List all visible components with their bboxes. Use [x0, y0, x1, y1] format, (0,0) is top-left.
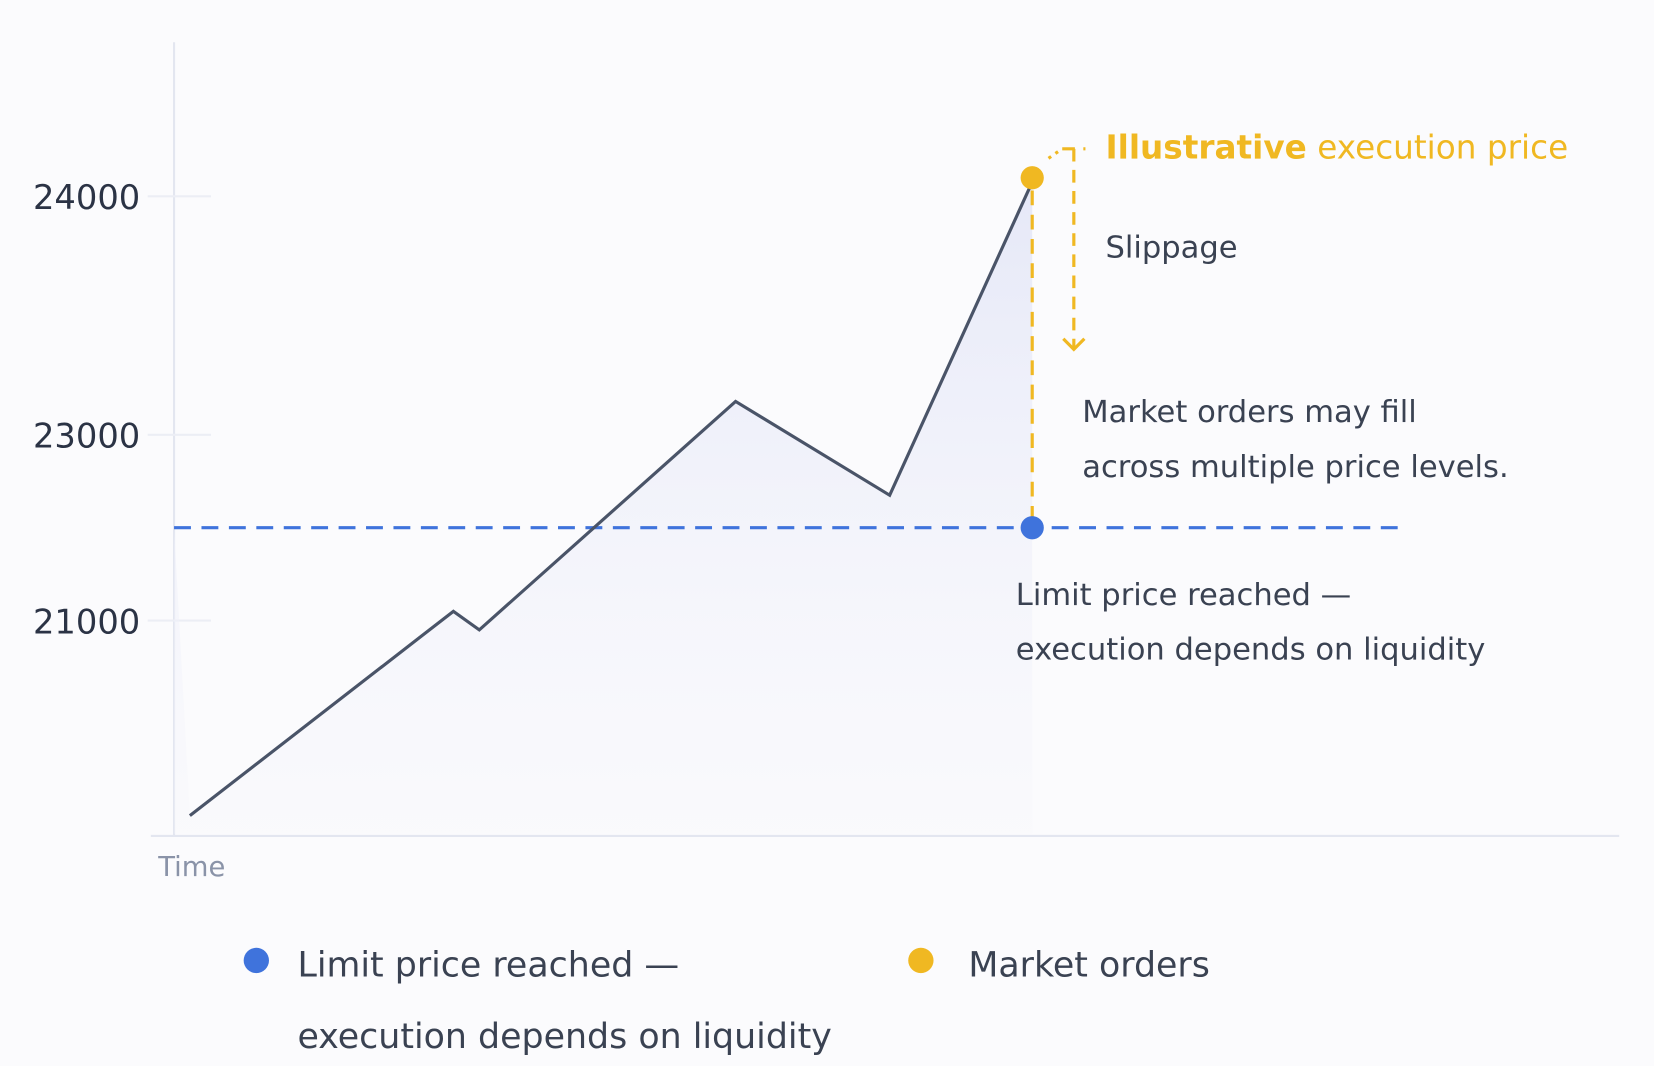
market-orders-note-1: Market orders may fill — [1082, 395, 1417, 430]
slippage-label: Slippage — [1105, 231, 1237, 266]
limit-price-point — [1020, 516, 1044, 540]
legend-market-label: Market orders — [968, 945, 1210, 985]
y-tick-label: 23000 — [33, 417, 140, 456]
execution-price-point — [1020, 166, 1044, 190]
y-tick-label: 24000 — [33, 178, 140, 217]
execution-price-label: Illustrative execution price — [1105, 128, 1568, 166]
slippage-arrow — [1047, 147, 1086, 352]
limit-note-2: execution depends on liquidity — [1016, 633, 1486, 668]
price-line — [188, 181, 1034, 817]
legend-limit-label-2: execution depends on liquidity — [297, 1017, 831, 1057]
market-orders-note-2: across multiple price levels. — [1082, 450, 1508, 485]
legend: Limit price reached — execution depends … — [243, 945, 1210, 1057]
legend-market-marker — [908, 947, 934, 974]
y-tick-label: 21000 — [33, 602, 140, 641]
area-fill — [174, 182, 1033, 834]
limit-note-1: Limit price reached — — [1016, 578, 1351, 613]
x-axis-label: Time — [157, 852, 225, 883]
legend-limit-marker — [243, 947, 269, 974]
legend-limit-label-1: Limit price reached — — [297, 945, 679, 985]
